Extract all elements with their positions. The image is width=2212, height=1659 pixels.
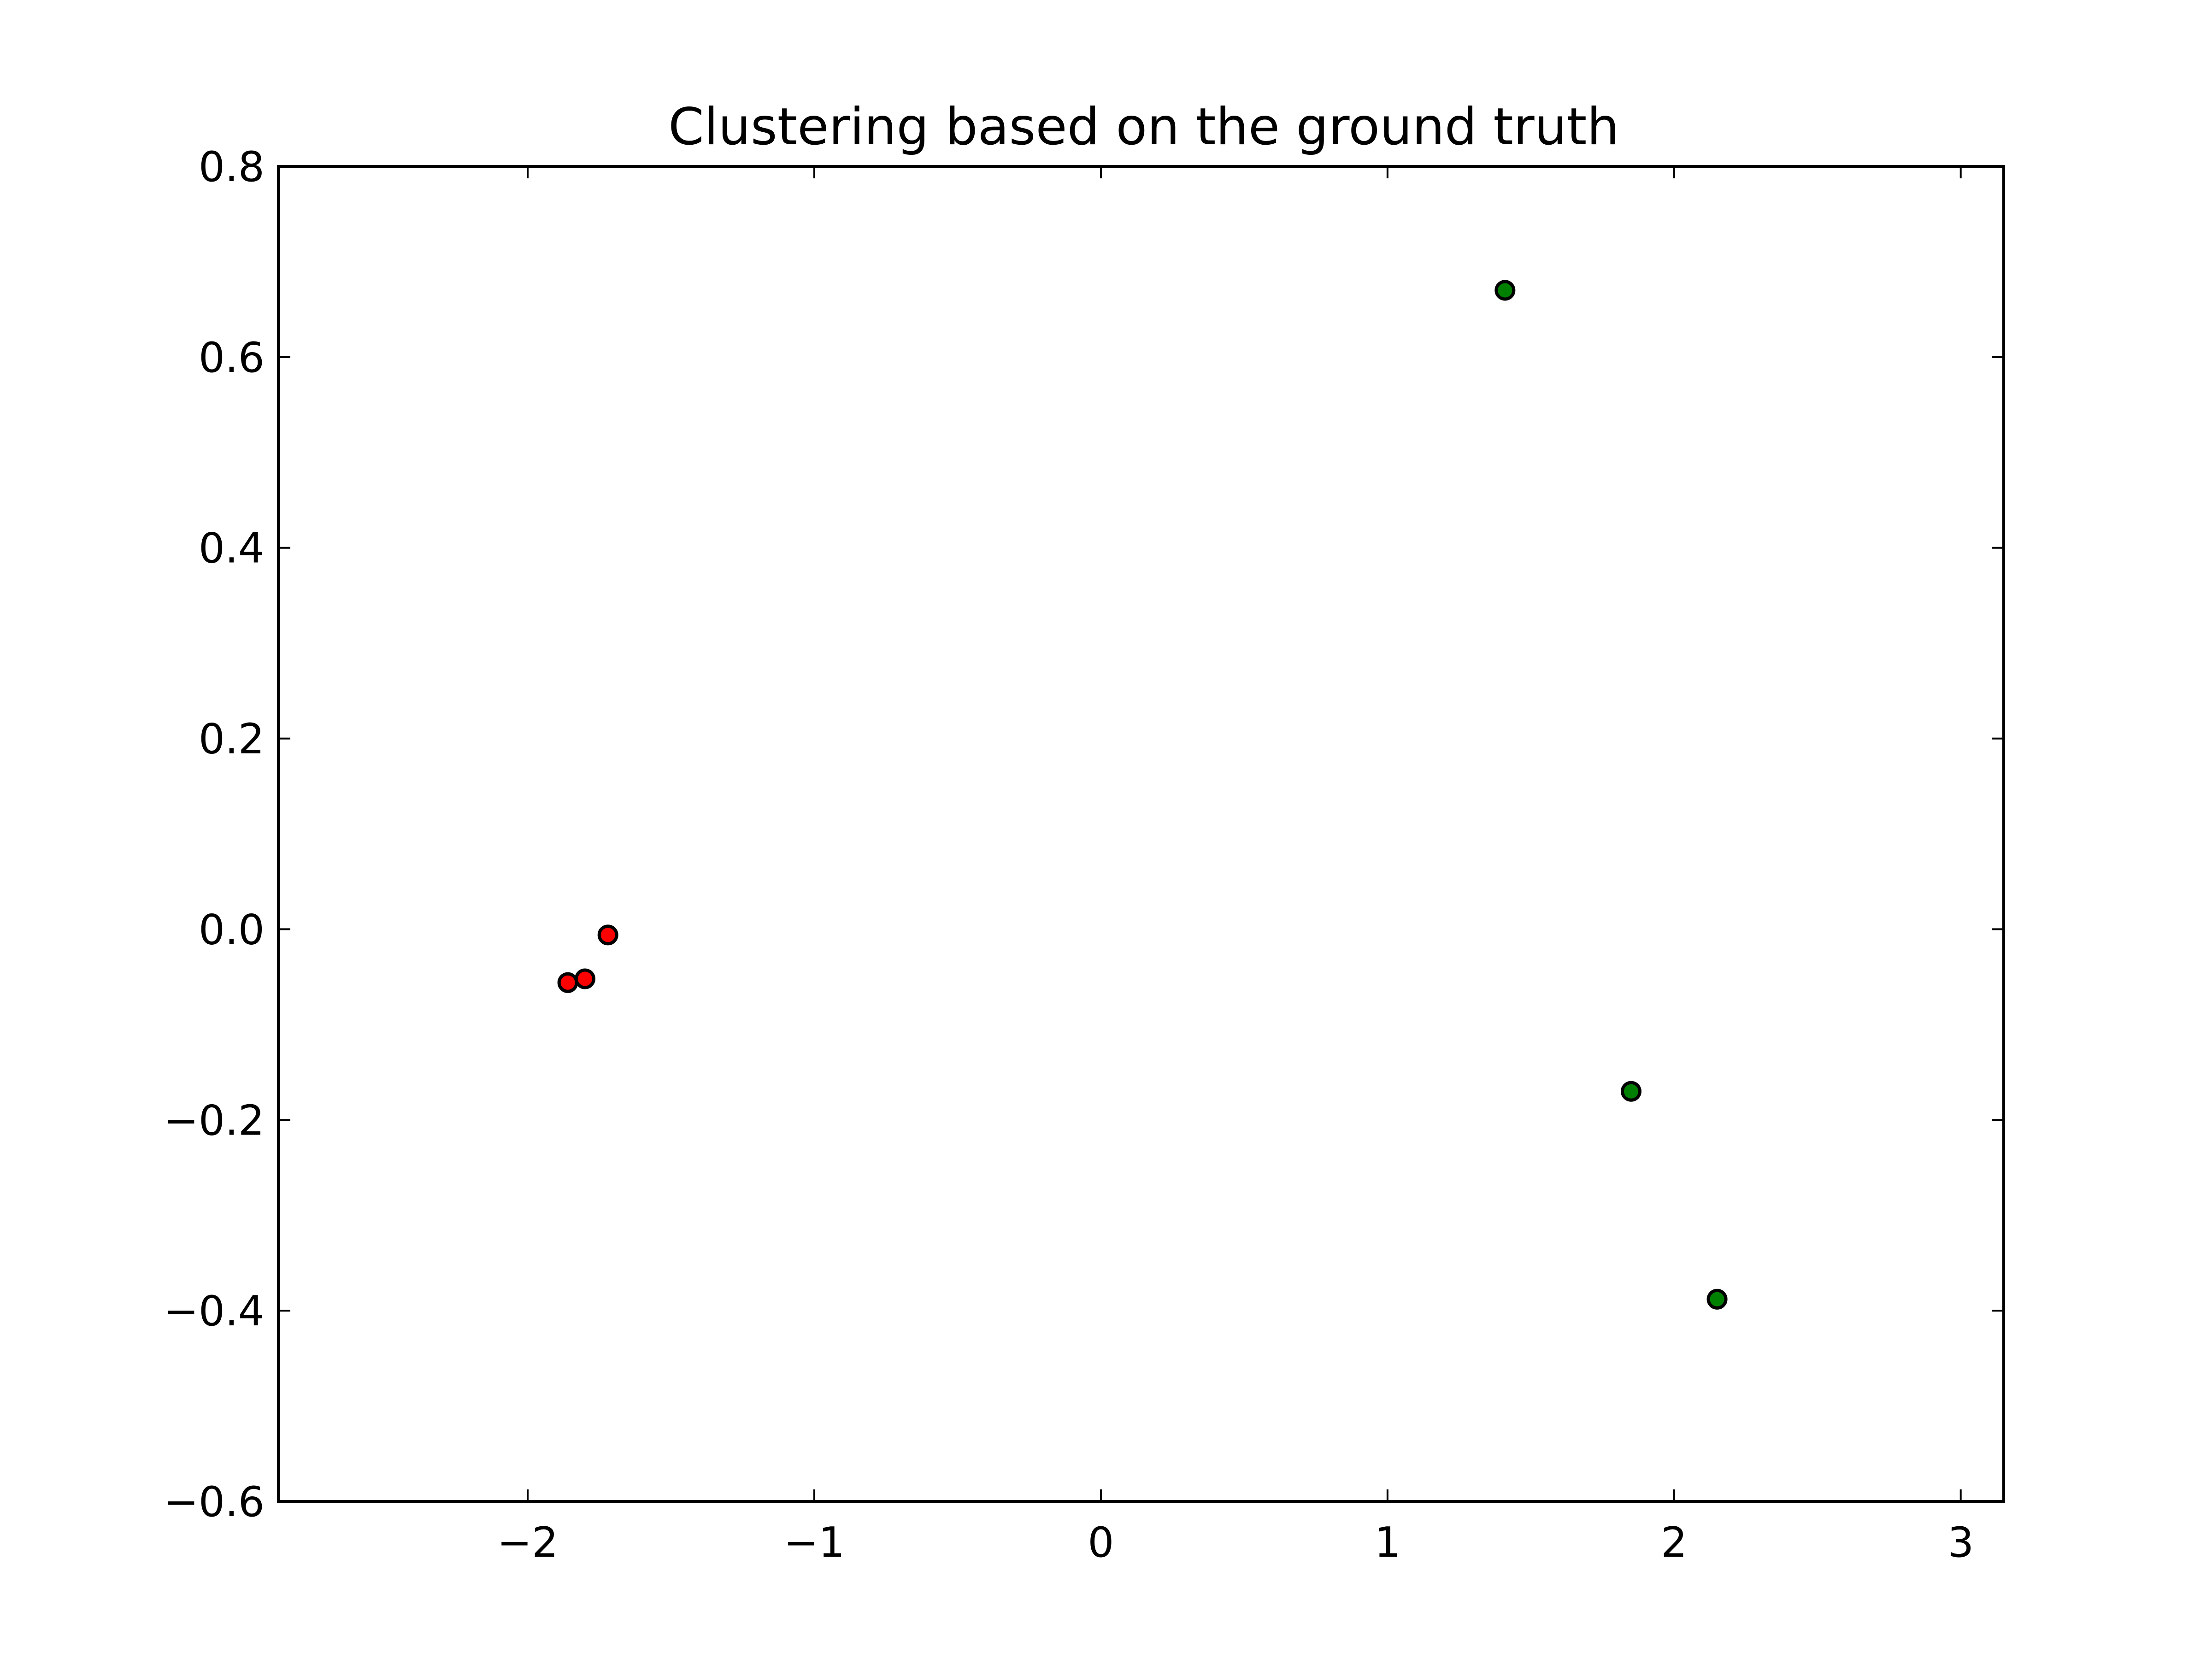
- ticks-layer: −2 −1 0 1 2 3 −0.6 −0.4 −0.2 0.0 0.2 0.4 0.6 0.8: [164, 143, 2004, 1567]
- y-tick-label: 0.2: [199, 715, 265, 764]
- data-point-series-2: [1494, 280, 1516, 301]
- data-point-series-1: [574, 968, 595, 989]
- points-layer: [557, 280, 1728, 1310]
- y-tick-label: 0.6: [199, 334, 265, 382]
- data-point-series-2: [1706, 1288, 1728, 1310]
- y-tick-label: −0.6: [164, 1478, 265, 1526]
- y-tick-label: 0.0: [199, 906, 265, 954]
- x-tick-label: 3: [1947, 1518, 1974, 1567]
- y-tick-label: −0.2: [164, 1096, 265, 1145]
- data-point-series-1: [597, 924, 618, 946]
- x-tick-label: −2: [497, 1518, 559, 1567]
- y-tick-label: 0.4: [199, 524, 265, 573]
- data-point-series-2: [1620, 1081, 1641, 1102]
- x-tick-label: 2: [1661, 1518, 1687, 1567]
- x-tick-label: 1: [1374, 1518, 1400, 1567]
- y-tick-label: −0.4: [164, 1287, 265, 1335]
- x-tick-label: −1: [784, 1518, 845, 1567]
- chart-title: Clustering based on the ground truth: [668, 97, 1619, 157]
- plot-area-frame: [277, 165, 2005, 1503]
- x-tick-label: 0: [1088, 1518, 1114, 1567]
- data-point-series-1: [557, 972, 578, 993]
- y-tick-label: 0.8: [199, 143, 265, 191]
